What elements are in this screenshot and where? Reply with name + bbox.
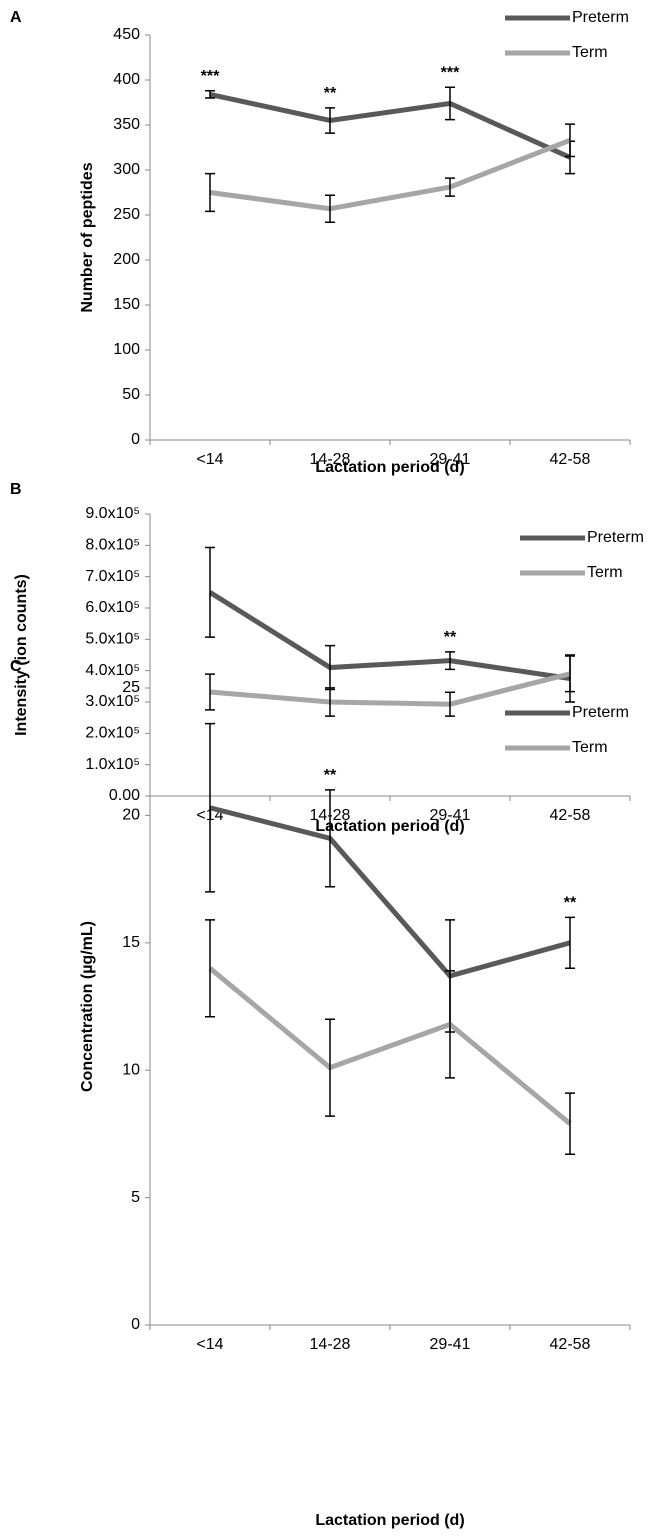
error-bar: [325, 789, 335, 888]
error-bar: [565, 1092, 575, 1156]
legend-label: Term: [572, 44, 608, 61]
y-tick-label: 450: [113, 26, 140, 43]
x-tick-label: <14: [196, 451, 223, 468]
legend-label: Preterm: [587, 529, 644, 546]
y-tick-label: 5.0x10⁵: [85, 631, 140, 648]
x-tick-label: 42-58: [550, 807, 591, 824]
y-axis-title: Concentration (µg/mL): [79, 921, 96, 1092]
x-tick-label: 14-28: [310, 1336, 351, 1353]
error-bar: [565, 655, 575, 693]
y-tick-label: 8.0x10⁵: [85, 537, 140, 554]
x-tick-label: 29-41: [430, 451, 471, 468]
y-tick-label: 1.0x10⁵: [85, 756, 140, 773]
y-tick-label: 300: [113, 161, 140, 178]
y-tick-label: 350: [113, 116, 140, 133]
y-tick-label: 50: [122, 386, 140, 403]
error-bar: [445, 651, 455, 671]
significance: ***: [441, 64, 460, 81]
error-bar: [565, 123, 575, 158]
error-bar: [205, 673, 215, 711]
x-tick-label: 29-41: [430, 1336, 471, 1353]
x-tick-label: 42-58: [550, 1336, 591, 1353]
y-tick-label: 2.0x10⁵: [85, 725, 140, 742]
series-line: [208, 966, 572, 1126]
panel-label: A: [10, 9, 22, 26]
significance: ***: [201, 68, 220, 85]
significance: **: [324, 767, 337, 784]
x-tick-label: 42-58: [550, 451, 591, 468]
y-tick-label: 25: [122, 679, 140, 696]
y-tick-label: 150: [113, 296, 140, 313]
y-tick-label: 4.0x10⁵: [85, 662, 140, 679]
x-axis-title: Lactation period (d): [315, 818, 464, 835]
error-bar: [445, 86, 455, 121]
significance: **: [444, 629, 457, 646]
error-bar: [205, 722, 215, 893]
error-bar: [325, 194, 335, 223]
y-tick-label: 200: [113, 251, 140, 268]
significance: **: [564, 895, 577, 912]
error-bar: [205, 172, 215, 213]
y-tick-label: 100: [113, 341, 140, 358]
error-bar: [565, 916, 575, 970]
x-tick-label: <14: [196, 1336, 223, 1353]
legend-label: Term: [572, 739, 608, 756]
error-bar: [445, 177, 455, 197]
series-line: [208, 590, 571, 681]
y-tick-label: 15: [122, 934, 140, 951]
y-tick-label: 20: [122, 807, 140, 824]
error-bar: [205, 546, 215, 638]
series-line: [209, 805, 571, 979]
error-bar: [205, 90, 215, 99]
series-line: [209, 671, 571, 707]
error-bar: [325, 687, 335, 717]
x-tick-label: 29-41: [430, 807, 471, 824]
error-bar: [445, 691, 455, 717]
series-line: [209, 91, 572, 160]
error-bar: [325, 107, 335, 134]
y-tick-label: 250: [113, 206, 140, 223]
series-line: [209, 137, 571, 212]
panel-label: C: [10, 658, 22, 675]
y-axis-title: Number of peptides: [79, 162, 96, 312]
y-tick-label: 3.0x10⁵: [85, 693, 140, 710]
legend-label: Preterm: [572, 704, 629, 721]
y-tick-label: 5: [131, 1189, 140, 1206]
y-tick-label: 0.00: [109, 787, 140, 804]
y-axis-title: Intensity (ion counts): [13, 574, 30, 736]
error-bar: [205, 919, 215, 1018]
panel-label: B: [10, 481, 22, 498]
legend-label: Term: [587, 564, 623, 581]
error-bar: [325, 1018, 335, 1117]
x-tick-label: 14-28: [310, 451, 351, 468]
error-bar: [445, 970, 455, 1079]
legend-label: Preterm: [572, 9, 629, 26]
y-tick-label: 0: [131, 1316, 140, 1333]
significance: **: [324, 85, 337, 102]
y-tick-label: 10: [122, 1061, 140, 1078]
x-axis-title: Lactation period (d): [315, 1512, 464, 1529]
y-tick-label: 0: [131, 431, 140, 448]
y-tick-label: 7.0x10⁵: [85, 568, 140, 585]
x-axis-title: Lactation period (d): [315, 459, 464, 476]
y-tick-label: 400: [113, 71, 140, 88]
y-tick-label: 9.0x10⁵: [85, 505, 140, 522]
y-tick-label: 6.0x10⁵: [85, 599, 140, 616]
